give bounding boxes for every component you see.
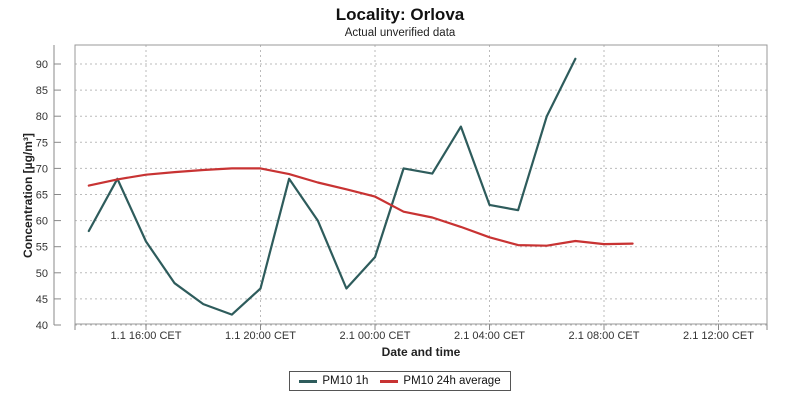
- plot-border: [74, 44, 768, 325]
- x-tick-label: 2.1 12:00 CET: [683, 330, 754, 342]
- y-tick-label: 70: [36, 163, 48, 175]
- y-tick-label: 60: [36, 216, 48, 228]
- legend-item-label: PM10 1h: [322, 375, 369, 387]
- y-tick-label: 80: [36, 111, 48, 123]
- y-tick-label: 85: [36, 85, 48, 97]
- y-tick-label: 90: [36, 59, 48, 71]
- x-tick-label: 2.1 08:00 CET: [569, 330, 640, 342]
- page-subtitle: Actual unverified data: [344, 27, 456, 39]
- legend-swatch: [380, 379, 399, 383]
- legend-box: PM10 1h PM10 24h average: [289, 371, 511, 391]
- x-tick-label: 1.1 20:00 CET: [225, 330, 296, 342]
- legend-item-label: PM10 24h average: [403, 375, 501, 387]
- y-tick-label: 45: [36, 294, 48, 306]
- x-tick-label: 1.1 16:00 CET: [111, 330, 182, 342]
- y-axis-title: Concentration [µg/m³]: [21, 133, 35, 258]
- y-tick-label: 50: [36, 268, 48, 280]
- legend: PM10 1h PM10 24h average: [0, 371, 800, 391]
- series-line-pm10-24h-average: [87, 167, 634, 247]
- x-tick-label: 2.1 04:00 CET: [454, 330, 525, 342]
- legend-item: PM10 24h average: [380, 375, 501, 387]
- y-tick-label: 65: [36, 190, 48, 202]
- x-axis-title: Date and time: [381, 345, 461, 359]
- series-line-pm10-1h: [87, 57, 577, 316]
- y-tick-label: 75: [36, 137, 48, 149]
- page-title: Locality: Orlova: [335, 5, 465, 24]
- x-tick-label: 2.1 00:00 CET: [340, 330, 411, 342]
- y-tick-label: 40: [36, 320, 48, 332]
- legend-item: PM10 1h: [299, 375, 368, 387]
- legend-swatch: [299, 379, 318, 383]
- y-tick-label: 55: [36, 242, 48, 254]
